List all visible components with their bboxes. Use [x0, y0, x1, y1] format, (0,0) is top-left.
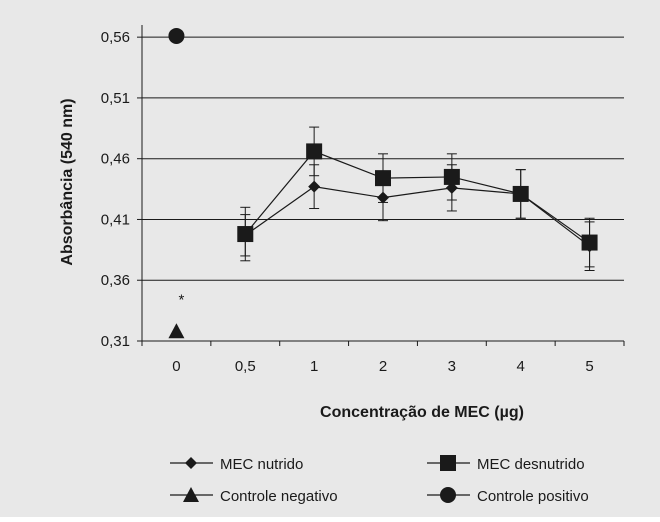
- x-tick-label-6: 5: [585, 358, 593, 375]
- y-tick-label-5: 0,56: [101, 29, 130, 46]
- annotations: *: [179, 291, 185, 308]
- x-tick-label-3: 2: [379, 358, 387, 375]
- legend-item-2: Controle negativo: [170, 487, 338, 505]
- legend-label-2: Controle negativo: [220, 488, 338, 505]
- x-tick-label-4: 3: [448, 358, 456, 375]
- annotation-0: *: [179, 291, 185, 308]
- legend-marker-3: [440, 487, 456, 503]
- legend-marker-2: [183, 487, 199, 502]
- point-0-2: [308, 180, 321, 193]
- series-line-1: [244, 150, 590, 244]
- x-tick-label-0: 0: [172, 358, 180, 375]
- legend-label-0: MEC nutrido: [220, 456, 303, 473]
- grid-lines: [137, 36, 624, 342]
- x-tick-label-2: 1: [310, 358, 318, 375]
- legend-label-3: Controle positivo: [477, 488, 589, 505]
- point-3-0: [168, 27, 185, 44]
- legend: MEC nutrido MEC desnutrido Controle negati…: [170, 455, 589, 505]
- x-axis-title: Concentração de MEC (µg): [320, 404, 524, 421]
- point-1-3: [375, 170, 391, 187]
- x-tick-labels: 0 0,5 1 2 3 4 5: [141, 341, 625, 375]
- x-tick-label-1: 0,5: [235, 358, 256, 375]
- legend-marker-0: [185, 457, 197, 469]
- y-tick-label-1: 0,36: [101, 272, 130, 289]
- y-tick-labels: 0,31 0,36 0,41 0,46 0,51 0,56: [101, 29, 130, 350]
- series-3: [168, 27, 185, 44]
- y-tick-label-2: 0,41: [101, 211, 130, 228]
- series-line-0: [244, 186, 590, 247]
- legend-item-0: MEC nutrido: [170, 456, 303, 473]
- legend-item-1: MEC desnutrido: [427, 455, 585, 473]
- legend-item-3: Controle positivo: [427, 487, 589, 505]
- series-2: [168, 323, 185, 339]
- point-2-0: [168, 323, 185, 339]
- point-1-2: [306, 143, 323, 160]
- x-tick-label-5: 4: [517, 358, 525, 375]
- y-tick-label-0: 0,31: [101, 333, 130, 350]
- point-1-4: [443, 168, 460, 185]
- y-axis-title: Absorbância (540 nm): [59, 98, 76, 265]
- plot-area: [168, 27, 598, 339]
- series-0: [239, 164, 596, 272]
- legend-label-1: MEC desnutrido: [477, 456, 585, 473]
- point-1-5: [512, 185, 529, 202]
- point-1-1: [237, 226, 254, 243]
- y-tick-label-4: 0,51: [101, 90, 130, 107]
- point-1-6: [581, 234, 598, 251]
- y-tick-label-3: 0,46: [101, 151, 130, 168]
- series-1: [237, 126, 598, 268]
- legend-marker-1: [440, 455, 456, 471]
